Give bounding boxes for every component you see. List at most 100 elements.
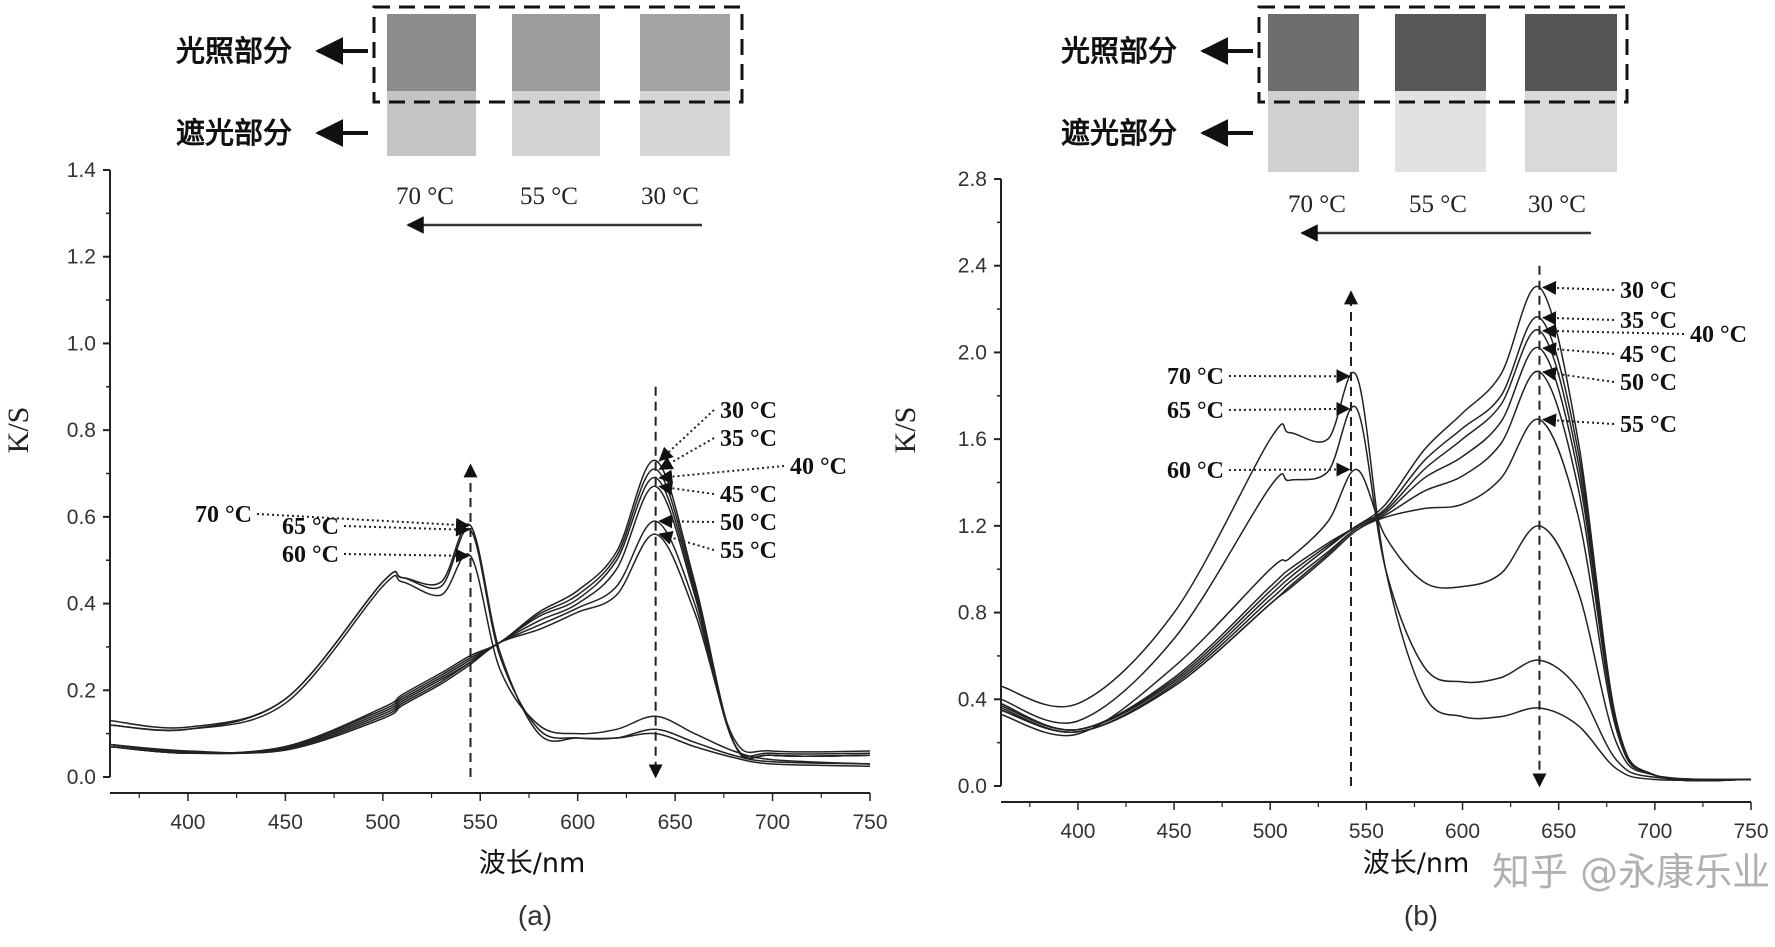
temperature-label: 30 °C xyxy=(641,183,699,210)
row-label: 光照部分 xyxy=(176,34,292,68)
x-tick-label: 400 xyxy=(170,811,205,834)
y-tick-label: 1.2 xyxy=(958,515,987,538)
y-axis-label: K/S xyxy=(889,407,922,454)
y-tick-label: 0.2 xyxy=(67,679,96,702)
annotation-arrow xyxy=(1542,366,1615,383)
annotation-label: 35 °C xyxy=(720,426,777,452)
x-tick-label: 400 xyxy=(1060,820,1095,843)
temperature-label: 30 °C xyxy=(1528,191,1586,218)
temperature-label: 70 °C xyxy=(396,183,454,210)
series-line-8 xyxy=(1000,371,1752,782)
annotation-label: 30 °C xyxy=(720,398,777,424)
x-tick-label: 700 xyxy=(1637,820,1672,843)
watermark: 知乎 @永康乐业 xyxy=(1492,850,1771,894)
x-tick-label: 650 xyxy=(658,811,693,834)
annotation-arrow xyxy=(1542,324,1685,339)
series-line-5 xyxy=(1000,418,1752,781)
x-tick-label: 550 xyxy=(1349,820,1384,843)
x-tick-label: 450 xyxy=(1157,820,1192,843)
annotation-label: 35 °C xyxy=(1620,308,1677,334)
annotation-arrow xyxy=(1542,280,1615,295)
series-line-2 xyxy=(1000,329,1752,782)
row-label: 遮光部分 xyxy=(176,116,292,150)
x-tick-label: 600 xyxy=(560,811,595,834)
y-tick-label: 1.4 xyxy=(67,159,97,182)
annotation-label: 50 °C xyxy=(720,510,777,536)
series-line-6 xyxy=(1000,468,1752,781)
y-tick-label: 2.0 xyxy=(958,341,987,364)
x-tick-label: 500 xyxy=(1253,820,1288,843)
row-label: 遮光部分 xyxy=(1061,116,1177,150)
annotation-arrow xyxy=(343,548,470,563)
swatch-light-exposed xyxy=(512,14,600,91)
swatch-light-exposed xyxy=(1268,14,1359,91)
annotation-arrow xyxy=(1228,401,1351,416)
swatch-light-exposed xyxy=(640,14,730,91)
annotation-label: 65 °C xyxy=(1167,398,1224,424)
row-label: 光照部分 xyxy=(1061,34,1177,68)
annotation-arrow xyxy=(1542,342,1615,357)
x-tick-label: 450 xyxy=(268,811,303,834)
series-line-5 xyxy=(109,533,871,754)
annotation-label: 40 °C xyxy=(790,454,847,480)
panel-label: (a) xyxy=(518,900,552,931)
annotation-label: 55 °C xyxy=(720,538,777,564)
annotation-arrow xyxy=(256,513,470,532)
y-axis-label: K/S xyxy=(2,407,35,454)
panel-label: (b) xyxy=(1404,900,1438,931)
x-tick-label: 750 xyxy=(1733,820,1768,843)
x-tick-label: 600 xyxy=(1445,820,1480,843)
annotation-arrow xyxy=(658,409,715,462)
y-tick-label: 2.4 xyxy=(958,255,988,278)
y-tick-label: 0.0 xyxy=(958,775,987,798)
annotation-arrow xyxy=(1542,413,1615,428)
annotation-label: 60 °C xyxy=(1167,458,1224,484)
series-line-6 xyxy=(109,553,871,765)
swatch-light-shielded xyxy=(1268,91,1359,172)
annotation-label: 40 °C xyxy=(1690,322,1747,348)
dashed-highlight-box xyxy=(1257,5,1629,104)
temperature-label: 55 °C xyxy=(520,183,578,210)
y-tick-label: 0.8 xyxy=(958,602,987,625)
annotation-label: 60 °C xyxy=(282,542,339,568)
y-tick-label: 1.2 xyxy=(67,246,96,269)
series-line-7 xyxy=(1000,405,1752,781)
annotation-arrow xyxy=(658,437,715,471)
dashed-highlight-box xyxy=(372,5,744,104)
temperature-label: 70 °C xyxy=(1288,191,1346,218)
y-tick-label: 0.8 xyxy=(67,419,96,442)
annotation-arrow xyxy=(343,522,470,537)
y-tick-label: 0.0 xyxy=(67,766,96,789)
y-tick-label: 1.6 xyxy=(958,428,987,451)
y-tick-label: 1.0 xyxy=(67,332,96,355)
x-tick-label: 500 xyxy=(365,811,400,834)
annotation-label: 65 °C xyxy=(282,514,339,540)
annotation-label: 30 °C xyxy=(1620,278,1677,304)
swatch-light-exposed xyxy=(387,14,476,91)
x-axis-label: 波长/nm xyxy=(479,848,586,879)
series-line-3 xyxy=(1000,346,1752,782)
annotation-label: 45 °C xyxy=(720,482,777,508)
y-tick-label: 0.4 xyxy=(958,688,988,711)
annotation-label: 70 °C xyxy=(195,502,252,528)
series-line-8 xyxy=(109,523,871,767)
swatch-light-exposed xyxy=(1395,14,1486,91)
swatch-light-shielded xyxy=(1525,91,1617,172)
y-tick-label: 0.6 xyxy=(67,506,96,529)
annotation-arrow xyxy=(658,465,785,484)
x-tick-label: 650 xyxy=(1541,820,1576,843)
annotation-label: 55 °C xyxy=(1620,412,1677,438)
x-axis-label: 波长/nm xyxy=(1363,848,1470,879)
x-tick-label: 750 xyxy=(852,811,887,834)
swatch-light-exposed xyxy=(1525,14,1617,91)
y-tick-label: 2.8 xyxy=(958,168,987,191)
y-tick-label: 0.4 xyxy=(67,593,97,616)
annotation-arrow xyxy=(658,481,715,496)
x-tick-label: 550 xyxy=(463,811,498,834)
